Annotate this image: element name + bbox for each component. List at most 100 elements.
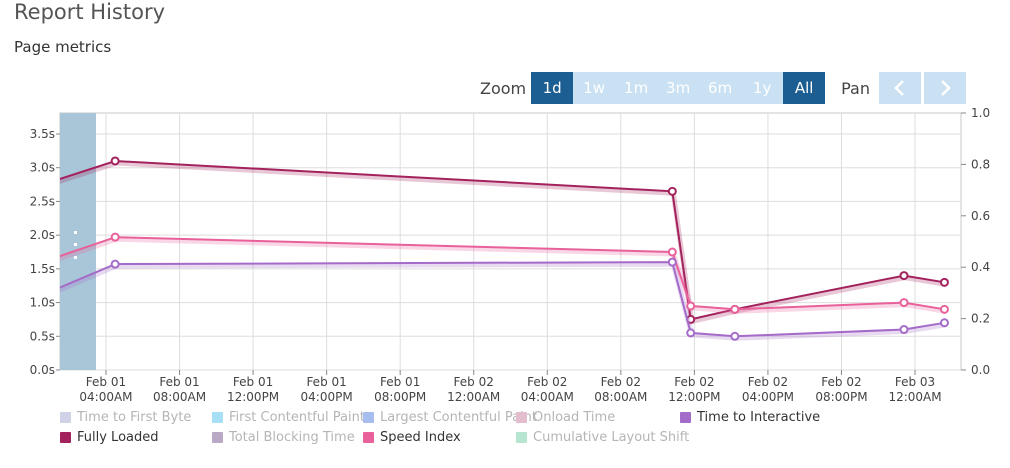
x-tick-label: 08:00AM xyxy=(153,390,206,404)
chevron-right-icon xyxy=(941,80,951,96)
legend-swatch xyxy=(60,432,71,443)
x-tick-label: Feb 01 xyxy=(380,375,420,389)
x-tick-label: 12:00AM xyxy=(888,390,941,404)
legend-label: Largest Contentful Paint xyxy=(380,410,538,425)
data-point xyxy=(730,304,740,314)
data-point xyxy=(899,298,909,308)
data-point xyxy=(110,259,120,269)
y2-tick-label: 0.8 xyxy=(971,157,990,171)
x-tick-label: Feb 02 xyxy=(748,375,788,389)
pan-right-button[interactable] xyxy=(924,72,966,104)
legend-label: Time to Interactive xyxy=(697,410,821,425)
data-point xyxy=(899,271,909,281)
zoom-button-1m[interactable]: 1m xyxy=(615,72,658,104)
y2-tick-label: 0.4 xyxy=(971,260,990,274)
legend-label: Onload Time xyxy=(533,410,616,425)
pan-label: Pan xyxy=(841,78,870,98)
data-point xyxy=(730,331,740,341)
x-tick-label: 08:00PM xyxy=(374,390,426,404)
legend-swatch xyxy=(363,432,374,443)
legend-item[interactable]: Time to First Byte xyxy=(60,410,191,425)
x-tick-label: Feb 03 xyxy=(895,375,935,389)
range-handle-grip xyxy=(74,243,77,246)
zoom-button-1w[interactable]: 1w xyxy=(573,72,616,104)
data-point xyxy=(667,247,677,257)
range-handle-band xyxy=(60,113,96,370)
legend-item[interactable]: Speed Index xyxy=(363,430,461,445)
zoom-button-All[interactable]: All xyxy=(783,72,826,104)
y2-tick-label: 1.0 xyxy=(971,106,990,120)
x-tick-label: Feb 01 xyxy=(233,375,273,389)
zoom-button-3m[interactable]: 3m xyxy=(657,72,700,104)
data-point xyxy=(667,257,677,267)
zoom-button-6m[interactable]: 6m xyxy=(699,72,742,104)
x-tick-label: 04:00PM xyxy=(301,390,353,404)
plot-area xyxy=(59,112,962,371)
y-tick-label: 1.0s xyxy=(30,296,55,310)
data-point xyxy=(667,186,677,196)
x-tick-label: 12:00PM xyxy=(227,390,279,404)
legend-item[interactable]: Onload Time xyxy=(516,410,615,425)
legend-label: Speed Index xyxy=(380,430,461,445)
data-point xyxy=(939,318,949,328)
y-tick-label: 3.5s xyxy=(30,127,55,141)
data-point xyxy=(686,328,696,338)
y2-tick-label: 0.0 xyxy=(971,363,990,377)
legend-item[interactable]: Fully Loaded xyxy=(60,430,159,445)
x-tick-label: Feb 01 xyxy=(159,375,199,389)
x-tick-label: 04:00PM xyxy=(742,390,794,404)
range-handle-grip xyxy=(74,256,77,259)
range-selector: Zoom 1d 1w 1m 3m 6m 1y All Pan xyxy=(480,72,966,104)
y-tick-label: 1.5s xyxy=(30,262,55,276)
series-group xyxy=(60,156,949,341)
zoom-label: Zoom xyxy=(480,78,527,98)
zoom-buttons: 1d 1w 1m 3m 6m 1y All xyxy=(531,72,826,104)
legend-label: Cumulative Layout Shift xyxy=(533,430,690,445)
data-point xyxy=(899,325,909,335)
x-tick-label: 12:00AM xyxy=(447,390,500,404)
y-tick-label: 0.5s xyxy=(30,329,55,343)
range-handle-grip xyxy=(74,231,77,234)
data-point xyxy=(110,156,120,166)
legend-label: First Contentful Paint xyxy=(229,410,365,425)
x-tick-label: 12:00PM xyxy=(668,390,720,404)
x-tick-label: Feb 02 xyxy=(454,375,494,389)
legend-item[interactable]: Total Blocking Time xyxy=(212,430,355,445)
zoom-button-1y[interactable]: 1y xyxy=(741,72,784,104)
page-title: Report History xyxy=(14,0,165,24)
x-tick-label: Feb 02 xyxy=(674,375,714,389)
x-tick-label: Feb 02 xyxy=(527,375,567,389)
legend-swatch xyxy=(363,412,374,423)
y-tick-label: 3.0s xyxy=(30,161,55,175)
legend-swatch xyxy=(516,432,527,443)
zoom-button-1d[interactable]: 1d xyxy=(531,72,574,104)
x-tick-label: Feb 02 xyxy=(601,375,641,389)
legend-swatch xyxy=(212,412,223,423)
x-tick-label: 08:00AM xyxy=(594,390,647,404)
y2-tick-label: 0.6 xyxy=(971,209,990,223)
section-subtitle: Page metrics xyxy=(14,38,112,56)
data-point xyxy=(110,232,120,242)
legend-swatch xyxy=(60,412,71,423)
y-tick-label: 2.0s xyxy=(30,228,55,242)
y2-tick-label: 0.2 xyxy=(971,312,990,326)
y-tick-label: 2.5s xyxy=(30,194,55,208)
legend-item[interactable]: Time to Interactive xyxy=(680,410,820,425)
x-tick-label: 08:00PM xyxy=(815,390,867,404)
legend-item[interactable]: First Contentful Paint xyxy=(212,410,365,425)
legend-swatch xyxy=(516,412,527,423)
legend-swatch xyxy=(680,412,691,423)
legend-swatch xyxy=(212,432,223,443)
x-tick-label: 04:00AM xyxy=(79,390,132,404)
data-point xyxy=(939,304,949,314)
x-tick-label: Feb 01 xyxy=(306,375,346,389)
legend-item[interactable]: Cumulative Layout Shift xyxy=(516,430,689,445)
x-tick-label: Feb 02 xyxy=(821,375,861,389)
y-tick-label: 0.0s xyxy=(30,363,55,377)
legend-item[interactable]: Largest Contentful Paint xyxy=(363,410,537,425)
x-tick-label: Feb 01 xyxy=(86,375,126,389)
x-tick-label: 04:00AM xyxy=(521,390,574,404)
legend-label: Fully Loaded xyxy=(77,430,159,445)
pan-left-button[interactable] xyxy=(879,72,921,104)
data-point xyxy=(939,277,949,287)
